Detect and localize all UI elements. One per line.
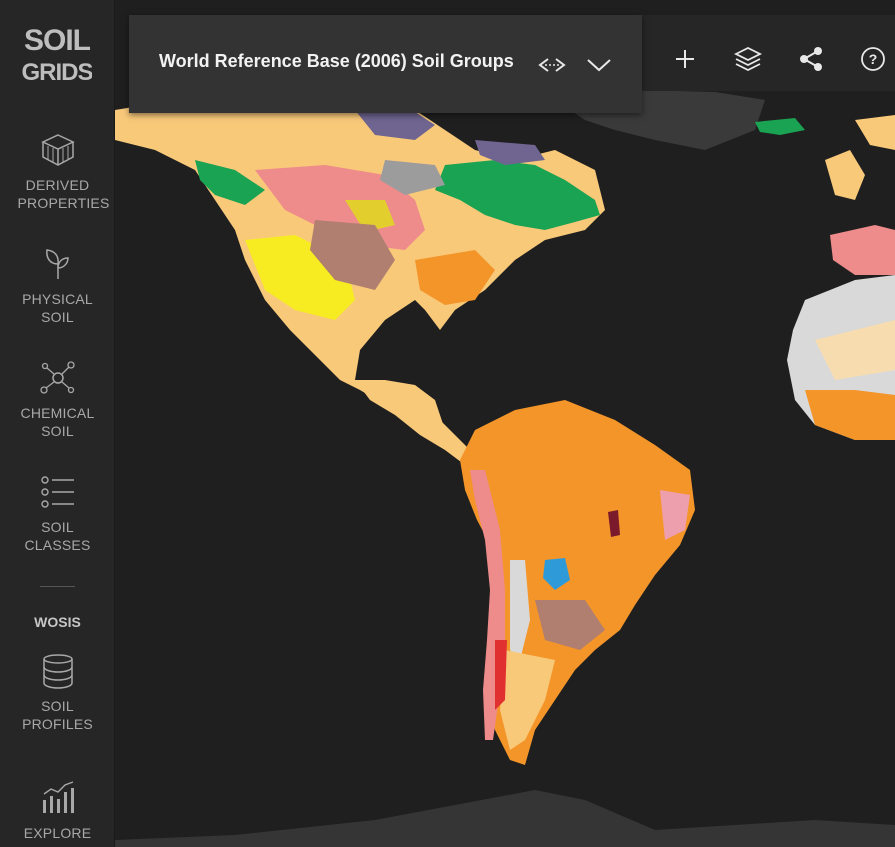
- patagonia-region: [500, 650, 555, 750]
- sidebar-item-soil-classes[interactable]: SOIL CLASSES: [0, 474, 115, 554]
- east-brazil-pink: [660, 490, 690, 540]
- pampas-region: [535, 600, 605, 650]
- sidebar-item-label: SOIL PROFILES: [22, 698, 93, 732]
- chevron-down-icon[interactable]: [584, 53, 614, 77]
- pantanal-region: [543, 558, 570, 590]
- sidebar-item-label: DERIVED PROPERTIES: [17, 177, 110, 211]
- database-icon: [40, 653, 76, 689]
- share-icon[interactable]: [796, 44, 826, 74]
- section-heading-wosis: WOSIS: [34, 614, 81, 630]
- svg-text:?: ?: [869, 51, 878, 67]
- map-canvas[interactable]: [115, 0, 895, 847]
- sidebar-divider: [40, 586, 75, 587]
- svg-text:GRIDS: GRIDS: [22, 59, 92, 86]
- compare-arrows-icon[interactable]: [537, 53, 567, 77]
- southeast-orange-region: [415, 250, 495, 305]
- list-icon: [40, 474, 76, 510]
- soilgrids-logo[interactable]: SOIL GRIDS: [22, 24, 92, 86]
- western-boreal-region: [195, 160, 265, 205]
- chart-icon: [40, 780, 76, 816]
- sidebar-item-label: CHEMICAL SOIL: [20, 405, 95, 439]
- sidebar-item-soil-profiles[interactable]: SOIL PROFILES: [0, 653, 115, 733]
- amazon-dark-patch: [608, 510, 620, 537]
- atacama-light-region: [510, 560, 530, 660]
- sidebar-item-label: EXPLORE: [23, 825, 92, 841]
- scandinavia-landmass: [855, 115, 895, 150]
- central-gray-patch: [380, 160, 445, 195]
- layer-title: World Reference Base (2006) Soil Groups: [159, 51, 514, 71]
- british-isles-landmass: [825, 150, 865, 200]
- central-plains-brown: [310, 220, 395, 290]
- iceland-landmass: [755, 118, 805, 135]
- help-icon[interactable]: ?: [858, 44, 888, 74]
- sidebar: SOIL GRIDS DERIVED PROPERTIES: [0, 0, 115, 847]
- layers-cube-icon: [40, 132, 76, 168]
- sidebar-item-label: SOIL CLASSES: [24, 519, 91, 553]
- soil-map[interactable]: [115, 0, 895, 847]
- sidebar-item-explore[interactable]: EXPLORE: [0, 780, 115, 842]
- sidebar-item-label: PHYSICAL SOIL: [22, 291, 93, 325]
- prairie-yellow-region: [345, 200, 395, 232]
- arctic-permafrost-east: [475, 140, 545, 165]
- sahel-region: [805, 390, 895, 440]
- layer-panel: World Reference Base (2006) Soil Groups: [129, 15, 642, 113]
- leaf-sprout-icon: [40, 246, 76, 282]
- molecule-icon: [39, 360, 76, 396]
- central-america-landmass: [355, 380, 475, 465]
- prairie-region: [255, 165, 425, 250]
- sahara-peach-region: [815, 320, 895, 380]
- plus-icon[interactable]: [670, 44, 700, 74]
- arctic-permafrost-region: [355, 110, 435, 140]
- sidebar-item-derived-properties[interactable]: DERIVED PROPERTIES: [0, 132, 115, 212]
- iberia-landmass: [830, 225, 895, 275]
- sidebar-item-chemical-soil[interactable]: CHEMICAL SOIL: [0, 360, 115, 440]
- sidebar-item-physical-soil[interactable]: PHYSICAL SOIL: [0, 246, 115, 326]
- antarctica-landmass: [115, 790, 895, 847]
- svg-text:SOIL: SOIL: [24, 24, 91, 57]
- layers-icon[interactable]: [733, 44, 763, 74]
- southern-chile-region: [495, 640, 507, 710]
- boreal-forest-region: [435, 160, 600, 230]
